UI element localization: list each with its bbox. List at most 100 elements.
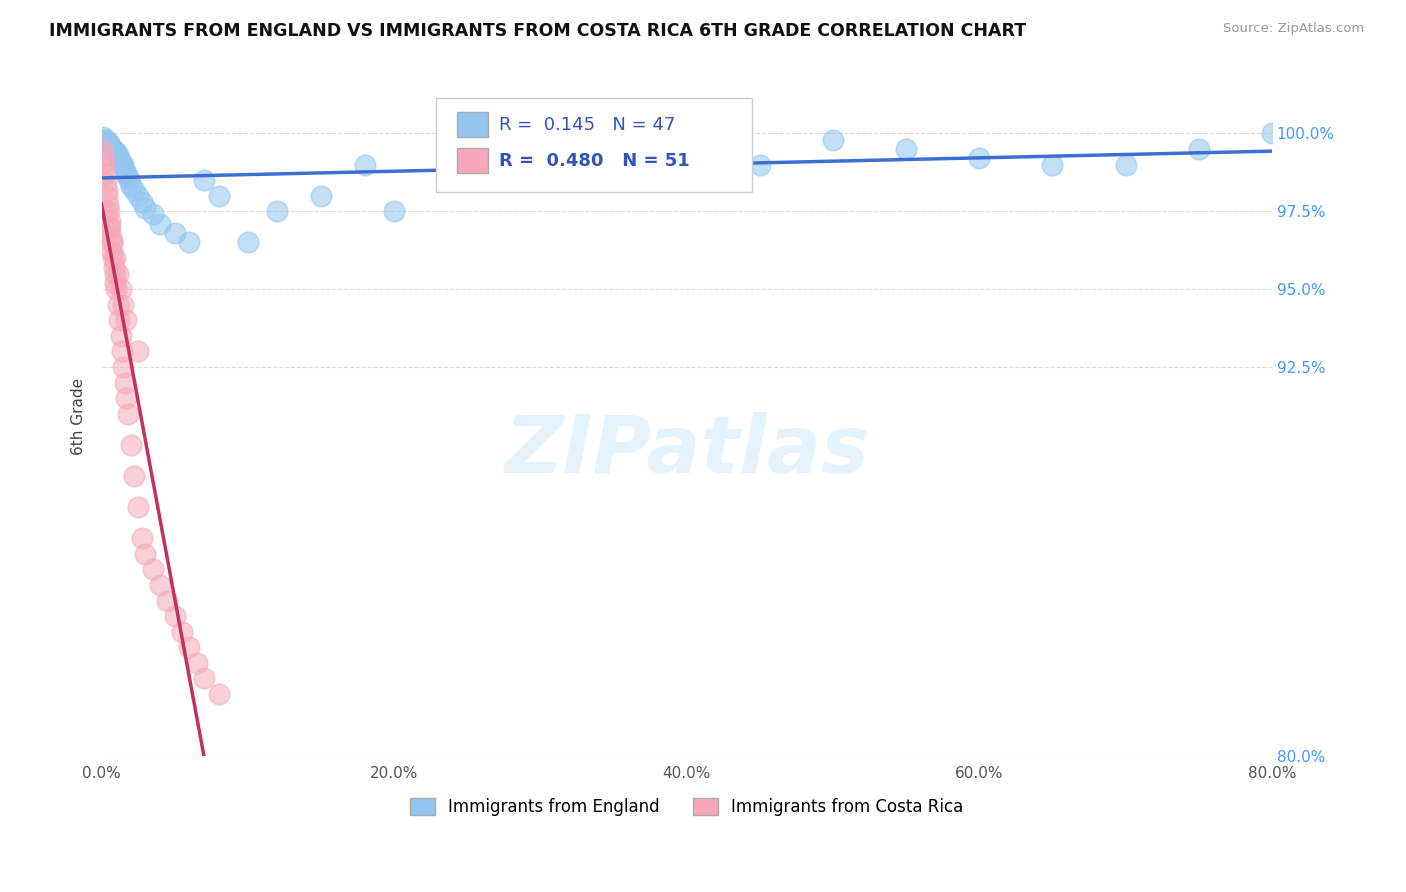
Point	[97, 204, 120, 219]
Point	[748, 158, 770, 172]
Point	[108, 152, 131, 166]
Point	[115, 391, 138, 405]
Point	[100, 142, 122, 156]
Point	[117, 170, 139, 185]
Point	[100, 235, 122, 250]
Point	[93, 154, 115, 169]
Point	[163, 609, 186, 624]
Point	[207, 188, 229, 202]
Point	[114, 376, 136, 390]
Point	[236, 235, 259, 250]
Point	[163, 226, 186, 240]
Point	[115, 313, 138, 327]
Point	[127, 344, 149, 359]
Point	[112, 359, 135, 374]
Text: ZIPatlas: ZIPatlas	[505, 412, 869, 490]
Point	[675, 148, 697, 162]
Point	[131, 531, 153, 545]
Point	[894, 142, 917, 156]
Point	[114, 164, 136, 178]
Point	[142, 207, 165, 221]
Point	[456, 152, 478, 166]
Point	[104, 145, 127, 160]
Point	[97, 219, 120, 234]
Legend: Immigrants from England, Immigrants from Costa Rica: Immigrants from England, Immigrants from…	[404, 791, 970, 822]
Point	[186, 656, 208, 670]
Point	[110, 282, 132, 296]
Point	[179, 640, 201, 655]
Point	[111, 158, 134, 172]
Point	[101, 244, 124, 259]
Point	[104, 267, 127, 281]
Point	[266, 204, 288, 219]
Point	[131, 194, 153, 209]
Point	[134, 201, 156, 215]
Point	[969, 152, 991, 166]
Point	[1261, 127, 1284, 141]
Point	[98, 213, 121, 227]
Point	[108, 313, 131, 327]
Point	[170, 624, 193, 639]
Point	[93, 161, 115, 175]
Point	[142, 562, 165, 576]
Point	[91, 129, 114, 144]
Point	[529, 158, 551, 172]
Point	[103, 251, 125, 265]
Point	[118, 173, 141, 187]
Point	[207, 687, 229, 701]
Point	[96, 136, 118, 150]
Point	[112, 158, 135, 172]
Point	[107, 298, 129, 312]
Point	[193, 672, 215, 686]
Point	[96, 188, 118, 202]
Point	[382, 204, 405, 219]
Point	[127, 188, 149, 202]
Point	[1042, 158, 1064, 172]
Point	[107, 148, 129, 162]
Point	[110, 154, 132, 169]
Point	[100, 229, 122, 244]
Point	[122, 469, 145, 483]
Point	[94, 177, 117, 191]
Point	[149, 578, 172, 592]
Point	[91, 142, 114, 156]
Point	[149, 217, 172, 231]
Point	[98, 219, 121, 234]
Text: R =  0.145   N = 47: R = 0.145 N = 47	[499, 116, 675, 134]
Point	[100, 235, 122, 250]
Point	[112, 298, 135, 312]
Point	[103, 142, 125, 156]
Point	[309, 188, 332, 202]
Point	[93, 133, 115, 147]
Point	[115, 167, 138, 181]
Point	[107, 267, 129, 281]
Point	[1188, 142, 1211, 156]
Point	[821, 133, 844, 147]
Point	[1115, 158, 1137, 172]
Point	[105, 282, 128, 296]
Point	[179, 235, 201, 250]
Point	[120, 179, 142, 194]
Point	[134, 547, 156, 561]
Y-axis label: 6th Grade: 6th Grade	[72, 378, 86, 456]
Point	[104, 276, 127, 290]
Point	[94, 167, 117, 181]
Point	[96, 182, 118, 196]
Point	[98, 139, 121, 153]
Point	[94, 204, 117, 219]
Point	[97, 198, 120, 212]
Point	[111, 344, 134, 359]
Point	[120, 438, 142, 452]
Point	[156, 593, 179, 607]
Point	[127, 500, 149, 515]
Point	[117, 407, 139, 421]
Point	[91, 148, 114, 162]
Point	[103, 260, 125, 275]
Point	[602, 142, 624, 156]
Text: IMMIGRANTS FROM ENGLAND VS IMMIGRANTS FROM COSTA RICA 6TH GRADE CORRELATION CHAR: IMMIGRANTS FROM ENGLAND VS IMMIGRANTS FR…	[49, 22, 1026, 40]
Point	[353, 158, 375, 172]
Point	[94, 133, 117, 147]
Point	[193, 173, 215, 187]
Point	[97, 136, 120, 150]
Point	[105, 145, 128, 160]
